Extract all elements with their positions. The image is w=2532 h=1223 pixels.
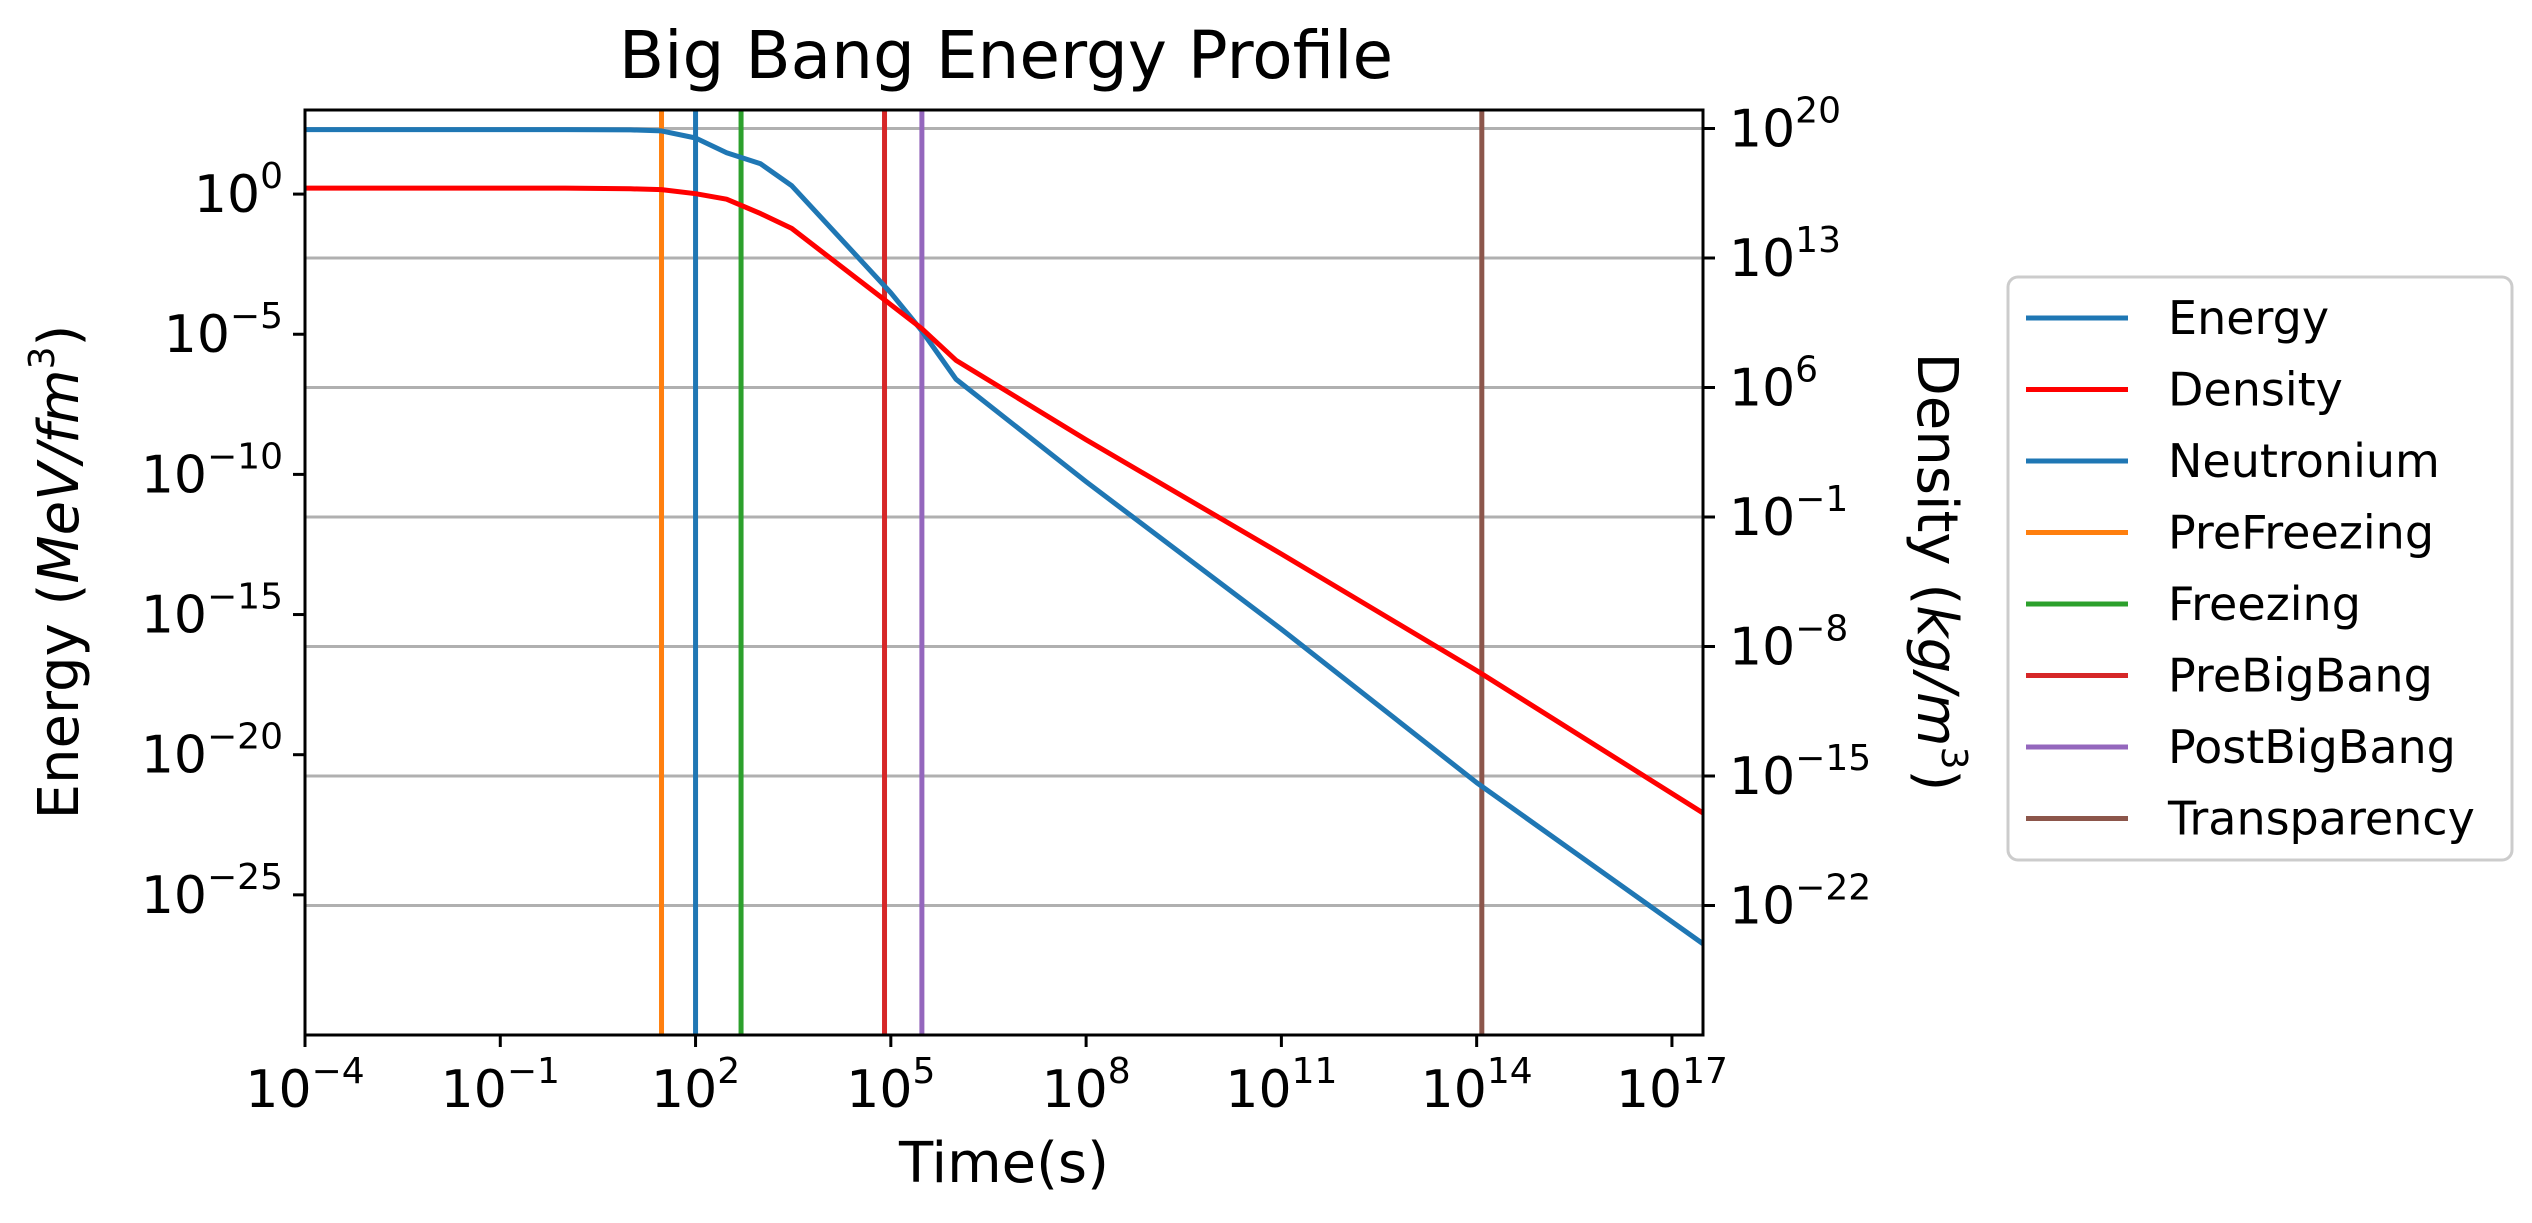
y-left-tick-label: 10−15 [141,577,283,646]
legend-box [2006,275,2514,862]
legend-label: PreBigBang [2168,649,2433,703]
legend-label: Transparency [2167,792,2475,846]
legend: Energy Density Neutronium PreFreezing Freezi… [2006,275,2514,862]
x-tick-label: 105 [846,1051,935,1120]
y-left-tick-label: 10−25 [141,857,283,926]
y-right-tick-label: 106 [1729,350,1818,419]
chart-title: Big Bang Energy Profile [619,17,1393,94]
x-tick-label: 1014 [1421,1051,1533,1120]
plot-frame [303,108,1705,1037]
legend-label: Freezing [2168,577,2361,631]
y-right-ticks: 1020 1013 106 10−1 10−8 10−15 10−22 [1703,91,1871,937]
series-energy-line [305,127,1705,946]
y-left-tick-label: 10−10 [141,436,283,505]
y-right-tick-label: 10−8 [1729,609,1848,678]
series-group [305,110,1705,1035]
x-tick-label: 102 [651,1051,740,1120]
x-tick-label: 1017 [1616,1051,1728,1120]
y-right-tick-label: 1020 [1729,91,1841,160]
x-tick-label: 10−1 [441,1051,560,1120]
legend-label: Energy [2168,291,2329,345]
legend-label: PreFreezing [2168,506,2434,560]
legend-label: Density [2168,363,2343,417]
y-left-tick-label: 100 [194,156,283,225]
legend-label: Neutronium [2168,434,2440,488]
y-right-tick-label: 10−1 [1729,479,1848,548]
y-left-tick-label: 10−5 [164,296,283,365]
y-right-axis-label: Density (kg/m3) [1904,353,1974,792]
x-tick-label: 1011 [1225,1051,1337,1120]
y-right-tick-label: 10−22 [1729,868,1871,937]
series-density-line [305,185,1705,816]
y-left-axis-label: Energy (MeV/fm3) [22,325,92,820]
x-axis-label: Time(s) [898,1131,1109,1196]
legend-label: PostBigBang [2168,720,2456,774]
x-tick-label: 108 [1042,1051,1131,1120]
y-right-tick-label: 10−15 [1729,738,1871,807]
y-left-tick-label: 10−20 [141,717,283,786]
y-left-ticks: 100 10−5 10−10 10−15 10−20 10−25 [141,156,305,926]
y-right-tick-label: 1013 [1729,220,1841,289]
x-tick-label: 10−4 [245,1051,364,1120]
x-ticks: 10−4 10−1 102 105 108 1011 1014 1017 [245,1035,1728,1120]
grid-lines [305,127,1703,907]
